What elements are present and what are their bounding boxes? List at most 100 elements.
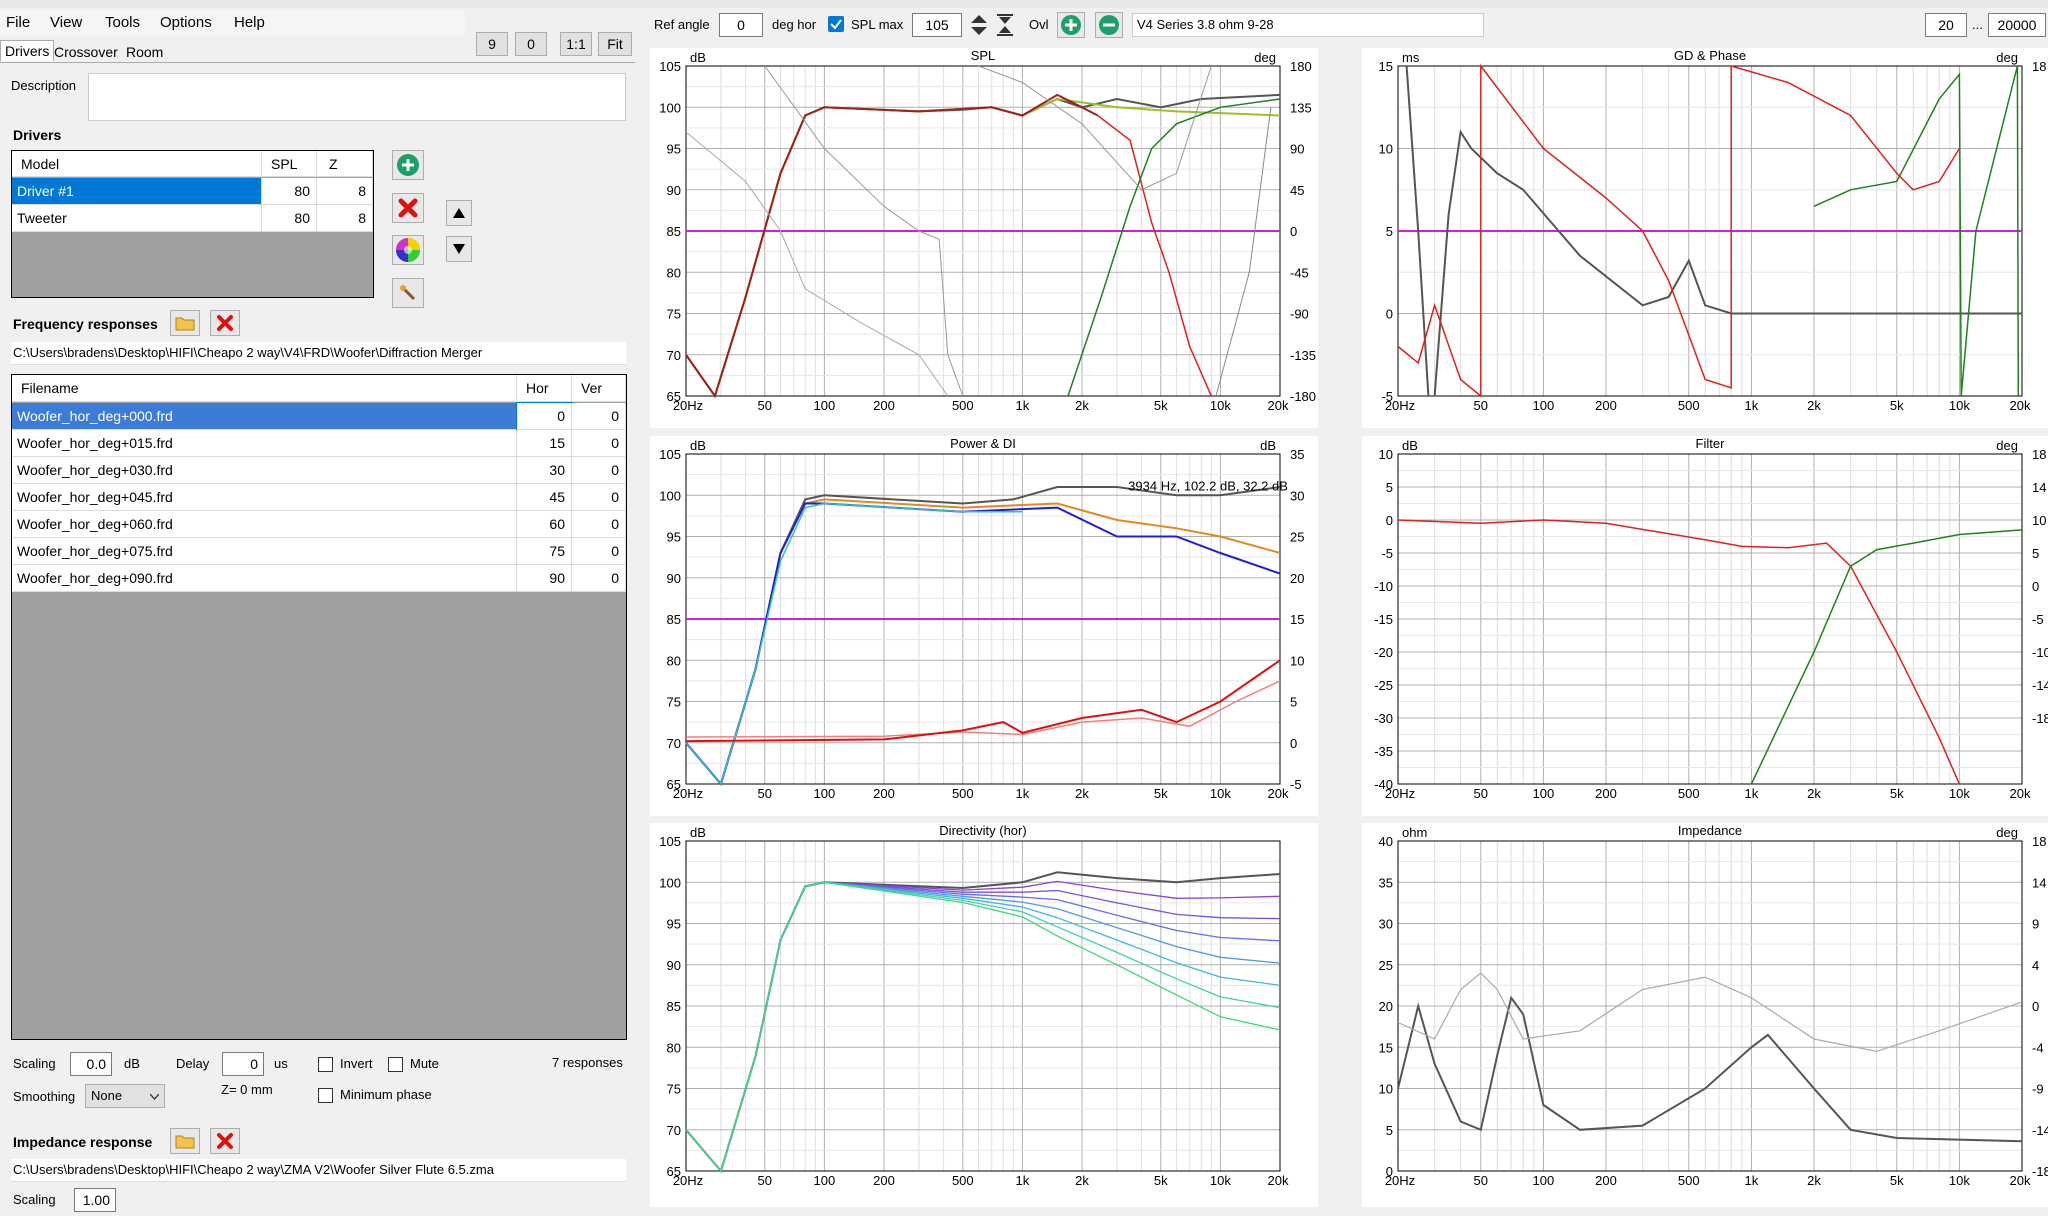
frd-row-1-ver[interactable]: 0 <box>572 403 626 430</box>
x-tick-label: 2k <box>1807 1173 1821 1188</box>
chart-spl[interactable]: 105 180 100 135 95 90 90 45 85 0 80 -45 75 -90 70 -135 6… <box>650 48 1318 428</box>
y-tick-label: 105 <box>659 834 681 849</box>
frd-header-hor[interactable]: Hor <box>517 375 572 402</box>
overlay-remove-button[interactable] <box>1095 12 1123 38</box>
frd-row-5-ver[interactable]: 0 <box>572 511 626 538</box>
wizard-button[interactable] <box>392 278 424 308</box>
description-field[interactable] <box>88 73 626 121</box>
driver-row-1-z[interactable]: 8 <box>317 178 373 205</box>
move-up-button[interactable] <box>446 200 472 226</box>
menu-view[interactable]: View <box>50 14 83 31</box>
chart-title: Directivity (hor) <box>939 823 1026 838</box>
frd-row-2-filename[interactable]: Woofer_hor_deg+015.frd <box>12 430 517 457</box>
y-tick-label: 35 <box>1379 875 1393 890</box>
add-driver-button[interactable] <box>392 150 424 180</box>
tab-crossover[interactable]: Crossover <box>54 44 118 60</box>
view-9-button[interactable]: 9 <box>476 32 508 56</box>
spl-woofer-rolloff <box>1097 114 1212 397</box>
frd-row-1-hor[interactable]: 0 <box>516 402 573 431</box>
y2-tick-label: 5 <box>1290 695 1297 710</box>
driver-row-2-z[interactable]: 8 <box>317 205 373 232</box>
project-name-field[interactable]: V4 Series 3.8 ohm 9-28 <box>1132 13 1484 37</box>
frd-row-6-hor[interactable]: 75 <box>517 538 572 565</box>
right-unit-label: deg <box>1996 825 2018 840</box>
frd-row-2-ver[interactable]: 0 <box>572 430 626 457</box>
x-tick-label: 20k <box>2010 786 2031 801</box>
hourglass-icon <box>997 14 1013 36</box>
overlay-add-button[interactable] <box>1057 12 1085 38</box>
y-tick-label: 75 <box>667 695 681 710</box>
remove-frd-button[interactable] <box>210 310 240 336</box>
folder-open-icon <box>175 1135 195 1149</box>
frd-row-2-hor[interactable]: 15 <box>517 430 572 457</box>
view-0-button[interactable]: 0 <box>515 32 547 56</box>
y2-tick-label: -180 <box>1290 389 1316 404</box>
ref-angle-input[interactable]: 0 <box>719 13 763 37</box>
chart-power-di[interactable]: 105 35 100 30 95 25 90 20 85 15 80 10 75 5 70 0 65 -5 Powe… <box>650 436 1318 816</box>
impedance-scaling-input[interactable]: 1.00 <box>74 1188 116 1212</box>
spl-spinner[interactable] <box>968 13 990 37</box>
y2-tick-label: 10 <box>1290 653 1304 668</box>
tab-room[interactable]: Room <box>126 44 164 60</box>
frd-path-field[interactable]: C:\Users\bradens\Desktop\HIFI\Cheapo 2 w… <box>11 342 626 365</box>
filter-woofer-curve <box>1397 519 1961 785</box>
y-tick-label: 95 <box>667 530 681 545</box>
mute-checkbox[interactable] <box>388 1057 403 1072</box>
menu-tools[interactable]: Tools <box>105 14 141 31</box>
frd-row-4-ver[interactable]: 0 <box>572 484 626 511</box>
menu-options[interactable]: Options <box>160 14 212 31</box>
zma-path-field[interactable]: C:\Users\bradens\Desktop\HIFI\Cheapo 2 w… <box>11 1159 626 1182</box>
frd-header-filename[interactable]: Filename <box>12 375 517 402</box>
drivers-header-model[interactable]: Model <box>12 151 262 177</box>
scaling-input[interactable]: 0.0 <box>70 1052 112 1076</box>
move-down-button[interactable] <box>446 236 472 262</box>
frd-header-ver[interactable]: Ver <box>572 375 626 402</box>
spl-range-toggle[interactable] <box>994 13 1016 37</box>
chart-gd-phase[interactable]: 15 18 10 5 0 -5 GD & Phase ms deg 20Hz 50 100 200 500… <box>1362 48 2048 428</box>
open-frd-button[interactable] <box>170 310 200 336</box>
chart-directivity[interactable]: 105 100 95 90 85 80 75 70 65 Directivity (hor) dB 2… <box>650 823 1318 1207</box>
driver-row-2-spl[interactable]: 80 <box>262 205 317 232</box>
menu-file[interactable]: File <box>6 14 31 31</box>
frd-row-5-filename[interactable]: Woofer_hor_deg+060.frd <box>12 511 517 538</box>
frd-row-7-hor[interactable]: 90 <box>517 565 572 592</box>
drivers-header-z[interactable]: Z <box>317 151 373 177</box>
driver-row-2-model[interactable]: Tweeter <box>12 205 262 232</box>
view-fit-button[interactable]: Fit <box>598 32 632 56</box>
driver-row-1-spl[interactable]: 80 <box>262 178 317 205</box>
delay-input[interactable]: 0 <box>222 1052 264 1076</box>
open-zma-button[interactable] <box>170 1128 200 1154</box>
frd-row-7-ver[interactable]: 0 <box>572 565 626 592</box>
tab-drivers[interactable]: Drivers <box>0 40 55 61</box>
frd-row-3-hor[interactable]: 30 <box>517 457 572 484</box>
menu-help[interactable]: Help <box>234 14 265 31</box>
frd-row-6-ver[interactable]: 0 <box>572 538 626 565</box>
spl-max-input[interactable]: 105 <box>912 13 962 37</box>
smoothing-select[interactable]: None <box>85 1084 165 1108</box>
driver-color-button[interactable] <box>392 235 424 265</box>
frd-row-7-filename[interactable]: Woofer_hor_deg+090.frd <box>12 565 517 592</box>
frd-row-1-filename[interactable]: Woofer_hor_deg+000.frd <box>12 403 517 430</box>
chart-impedance[interactable]: 40 18 35 14 30 9 25 4 20 0 15 -4 10 -9 5 -14 0 -18 Impedan… <box>1362 823 2048 1207</box>
invert-checkbox[interactable] <box>318 1057 333 1072</box>
y-tick-label: -20 <box>1374 645 1393 660</box>
frd-row-3-filename[interactable]: Woofer_hor_deg+030.frd <box>12 457 517 484</box>
remove-zma-button[interactable] <box>210 1128 240 1154</box>
spl-max-checkbox[interactable] <box>828 16 844 32</box>
driver-row-1-model[interactable]: Driver #1 <box>12 178 262 205</box>
chart-filter[interactable]: 10 18 5 14 0 10 -5 5 -10 0 -15 -5 -20 -10 -25 -14 -30 -18… <box>1362 436 2048 816</box>
frd-row-4-hor[interactable]: 45 <box>517 484 572 511</box>
frd-row-6-filename[interactable]: Woofer_hor_deg+075.frd <box>12 538 517 565</box>
frd-row-4-filename[interactable]: Woofer_hor_deg+045.frd <box>12 484 517 511</box>
delete-driver-button[interactable] <box>392 193 424 223</box>
freq-max-input[interactable]: 20000 <box>1988 13 2046 37</box>
view-1to1-button[interactable]: 1:1 <box>560 32 592 56</box>
frd-row-3-ver[interactable]: 0 <box>572 457 626 484</box>
freq-min-input[interactable]: 20 <box>1925 13 1967 37</box>
y-tick-label: 65 <box>667 1164 681 1179</box>
frd-row-5-hor[interactable]: 60 <box>517 511 572 538</box>
x-tick-label: 1k <box>1745 1173 1759 1188</box>
minimum-phase-checkbox[interactable] <box>318 1088 333 1103</box>
drivers-header-spl[interactable]: SPL <box>262 151 317 177</box>
y-tick-label: 20 <box>1379 999 1393 1014</box>
